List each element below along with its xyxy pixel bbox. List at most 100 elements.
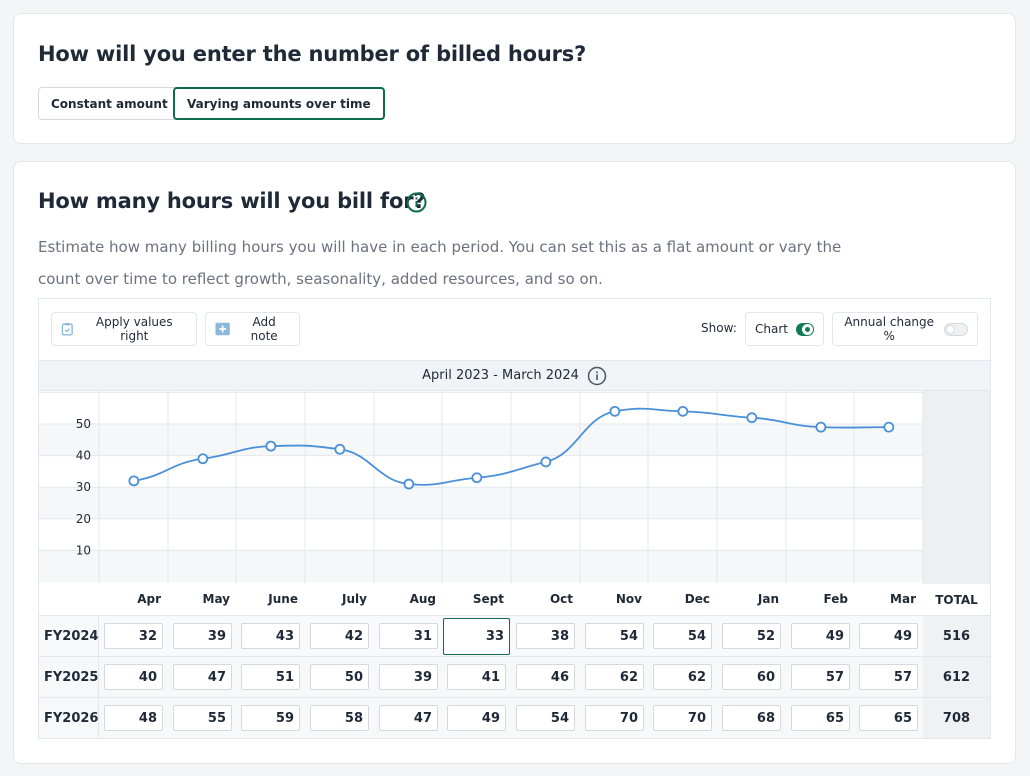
row-total: 708 [923,698,990,738]
y-tick-label: 50 [76,417,91,431]
month-header: Nov [615,592,642,606]
data-point [883,421,895,433]
row-label: FY2026 [39,698,99,738]
hours-cell-input[interactable] [241,623,300,649]
total-header: TOTAL [935,593,978,607]
hours-cell-input[interactable] [447,664,506,690]
row-total: 516 [923,616,990,656]
month-header: Mar [890,592,916,606]
y-tick-label: 10 [76,543,91,557]
y-tick-label: 30 [76,480,91,494]
hours-cell-input[interactable] [310,664,369,690]
hours-cell-input[interactable] [653,705,712,731]
data-point [677,405,689,417]
hours-cell-input[interactable] [516,664,575,690]
show-label: Show: [701,321,737,335]
hours-cell-input[interactable] [379,705,438,731]
data-point [609,405,621,417]
apply-values-label: Apply values right [95,315,173,343]
data-point [128,475,140,487]
hours-cell-input[interactable] [791,664,850,690]
table-row: FY2026 708 [39,697,990,738]
month-header: Feb [823,592,848,606]
hours-cell-input[interactable] [791,705,850,731]
hours-cell-input[interactable] [722,623,781,649]
hours-cell-input[interactable] [722,705,781,731]
hours-cell-input[interactable] [241,705,300,731]
add-note-label: Add note [250,315,278,343]
data-point [197,453,209,465]
hours-cell-input[interactable] [173,664,232,690]
data-point [334,443,346,455]
chart-toggle-label: Chart [755,322,788,336]
table-row: FY2024 516 [39,615,990,656]
chart-toggle-switch[interactable] [795,322,814,336]
month-header: May [202,592,231,606]
data-point [815,421,827,433]
month-header: July [342,592,367,606]
billed-hours-title: How many hours will you bill for? [38,189,426,213]
annual-change-toggle-button[interactable]: Annual change % [832,312,978,346]
chart-toggle-button[interactable]: Chart [745,312,824,346]
annual-change-label: Annual change % [844,315,935,343]
grid-band [39,424,923,456]
data-point [540,456,552,468]
hours-cell-input[interactable] [585,664,644,690]
hours-cell-input[interactable] [310,623,369,649]
billed-hours-card: How many hours will you bill for? Estima… [13,161,1016,764]
varying-amounts-button[interactable]: Varying amounts over time [173,87,385,120]
info-icon[interactable] [406,192,427,213]
hours-cell-input[interactable] [104,705,163,731]
constant-amount-button[interactable]: Constant amount [38,87,181,120]
hours-cell-input[interactable] [859,705,918,731]
hours-cell-input[interactable] [791,623,850,649]
hours-cell-input[interactable] [516,705,575,731]
grid-band [39,550,923,582]
apply-values-right-button[interactable]: Apply values right [51,312,197,346]
month-header: Oct [549,592,573,606]
hours-cell-input[interactable] [173,623,232,649]
hours-cell-input[interactable] [447,705,506,731]
clipboard-icon [61,322,73,336]
table-row: FY2025 612 [39,656,990,697]
y-tick-label: 20 [76,512,91,526]
data-point [471,472,483,484]
hours-cell-input[interactable] [104,664,163,690]
period-bar: April 2023 - March 2024 [39,360,990,391]
hours-cell-input[interactable] [173,705,232,731]
hours-cell-input[interactable] [516,623,575,649]
month-header: Jan [757,592,779,606]
month-header: Sept [472,592,504,606]
month-header: Apr [137,592,161,606]
hours-cell-input[interactable] [379,623,438,649]
total-column-band [923,391,990,584]
hours-cell-input[interactable] [859,664,918,690]
entry-method-card: How will you enter the number of billed … [13,13,1016,144]
period-info-icon[interactable] [587,366,607,386]
hours-cell-input[interactable] [859,623,918,649]
billed-hours-description: Estimate how many billing hours you will… [38,238,842,288]
data-point [403,478,415,490]
data-point [265,440,277,452]
hours-cell-input[interactable] [310,705,369,731]
hours-line-chart: 10 20 30 40 50 [39,391,990,584]
period-label: April 2023 - March 2024 [422,368,579,383]
annual-change-toggle-switch[interactable] [944,322,968,336]
hours-cell-input[interactable] [241,664,300,690]
hours-cell-input[interactable] [585,623,644,649]
add-note-button[interactable]: Add note [205,312,300,346]
row-label: FY2024 [39,616,99,656]
row-label: FY2025 [39,657,99,697]
hours-cell-input[interactable] [585,705,644,731]
y-tick-label: 40 [76,449,91,463]
hours-cell-input[interactable] [104,623,163,649]
hours-cell-input[interactable] [379,664,438,690]
hours-cell-input[interactable] [443,618,510,655]
hours-cell-input[interactable] [722,664,781,690]
hours-cell-input[interactable] [653,623,712,649]
month-header: Aug [409,592,436,606]
entry-method-title: How will you enter the number of billed … [38,42,587,66]
hours-cell-input[interactable] [653,664,712,690]
hours-panel: Apply values right Add note Show: Chart … [38,298,991,739]
add-note-icon [215,322,230,336]
